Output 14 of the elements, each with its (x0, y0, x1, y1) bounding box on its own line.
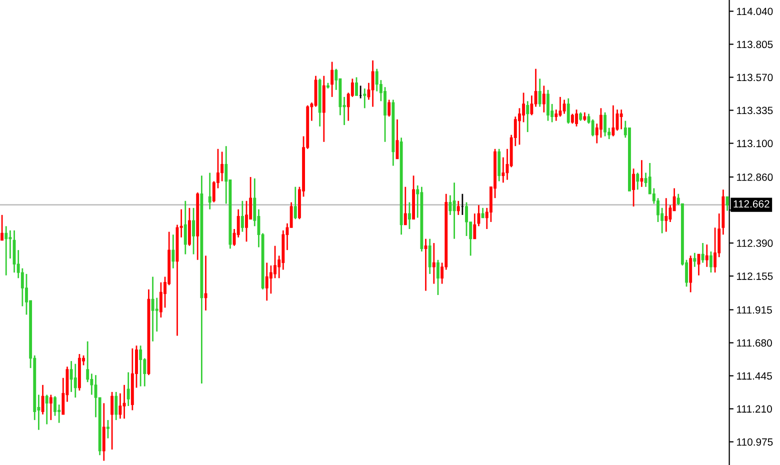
y-tick-label: 113.100 (737, 140, 773, 148)
y-tick-label: 113.805 (737, 40, 773, 48)
y-tick-label: 112.155 (737, 272, 773, 280)
y-tick-label: 113.570 (737, 74, 773, 82)
y-tick-label: 114.040 (737, 8, 773, 16)
y-tick-label: 113.335 (737, 106, 773, 114)
y-tick-label: 111.915 (737, 306, 772, 314)
y-tick-label: 112.860 (737, 174, 773, 181)
y-tick-label: 111.445 (737, 372, 772, 380)
y-tick-label: 112.390 (737, 240, 773, 247)
y-tick-label: 111.680 (737, 339, 772, 347)
y-tick-label: 111.210 (737, 405, 772, 413)
y-tick-label: 110.975 (737, 438, 773, 446)
ref-line-label: 112.662 (734, 200, 770, 208)
